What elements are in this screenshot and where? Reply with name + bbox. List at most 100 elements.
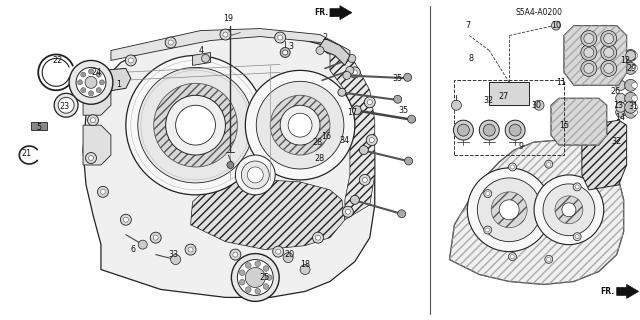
Circle shape <box>632 52 637 59</box>
Circle shape <box>97 186 108 197</box>
Text: 31: 31 <box>628 102 639 111</box>
Circle shape <box>616 102 626 112</box>
Circle shape <box>81 88 86 92</box>
Circle shape <box>404 73 412 81</box>
Circle shape <box>601 31 617 46</box>
Circle shape <box>616 63 626 73</box>
Circle shape <box>220 29 231 40</box>
Text: 10: 10 <box>551 21 561 30</box>
Circle shape <box>632 104 637 110</box>
Circle shape <box>138 68 253 183</box>
Circle shape <box>545 160 553 168</box>
Circle shape <box>312 232 323 243</box>
Circle shape <box>88 91 93 96</box>
Circle shape <box>509 124 521 136</box>
Circle shape <box>153 235 158 240</box>
Circle shape <box>348 54 356 62</box>
Circle shape <box>404 157 413 165</box>
Circle shape <box>99 77 109 88</box>
Circle shape <box>338 88 346 96</box>
Circle shape <box>239 270 245 276</box>
Circle shape <box>303 267 308 272</box>
Circle shape <box>256 81 344 169</box>
Circle shape <box>484 190 492 197</box>
Text: 34: 34 <box>340 136 350 145</box>
Text: 2: 2 <box>323 33 328 42</box>
Circle shape <box>300 265 310 275</box>
Text: 14: 14 <box>614 113 625 122</box>
Circle shape <box>342 206 353 217</box>
Text: 35: 35 <box>399 106 409 115</box>
Text: 4: 4 <box>199 46 204 55</box>
Circle shape <box>275 32 285 43</box>
Text: 26: 26 <box>611 87 621 96</box>
Circle shape <box>555 196 583 224</box>
Circle shape <box>69 60 113 104</box>
Circle shape <box>81 72 86 77</box>
Circle shape <box>349 67 360 78</box>
Circle shape <box>511 255 515 259</box>
Circle shape <box>171 255 180 265</box>
Circle shape <box>227 162 234 168</box>
Circle shape <box>54 93 78 117</box>
Text: 18: 18 <box>300 260 310 269</box>
Circle shape <box>509 163 516 171</box>
Circle shape <box>276 249 281 254</box>
Circle shape <box>185 244 196 255</box>
Circle shape <box>584 63 594 73</box>
Circle shape <box>263 284 269 289</box>
Circle shape <box>124 217 129 222</box>
Polygon shape <box>318 38 350 65</box>
Circle shape <box>86 153 97 164</box>
Circle shape <box>288 113 312 137</box>
Circle shape <box>88 115 99 126</box>
Polygon shape <box>193 52 211 65</box>
Circle shape <box>168 40 173 45</box>
Polygon shape <box>83 125 111 165</box>
Circle shape <box>575 235 579 239</box>
Circle shape <box>165 37 176 48</box>
Text: 22: 22 <box>52 56 62 65</box>
Text: 21: 21 <box>21 148 31 157</box>
Circle shape <box>328 46 332 51</box>
Circle shape <box>285 255 291 260</box>
Circle shape <box>255 288 260 294</box>
Circle shape <box>343 71 351 79</box>
Circle shape <box>366 135 377 146</box>
Circle shape <box>88 156 93 161</box>
Circle shape <box>154 83 237 167</box>
Circle shape <box>616 80 626 90</box>
Circle shape <box>232 253 279 301</box>
Circle shape <box>581 60 596 76</box>
Circle shape <box>175 105 216 145</box>
Circle shape <box>263 266 269 271</box>
Text: 15: 15 <box>559 121 569 130</box>
Text: 24: 24 <box>91 68 101 77</box>
Circle shape <box>278 35 283 40</box>
Circle shape <box>77 80 83 85</box>
Circle shape <box>85 76 97 88</box>
Circle shape <box>545 255 553 263</box>
Circle shape <box>625 101 637 113</box>
Circle shape <box>245 268 265 287</box>
Circle shape <box>458 124 469 136</box>
Circle shape <box>359 174 371 185</box>
Circle shape <box>364 97 375 108</box>
Circle shape <box>477 178 541 242</box>
Circle shape <box>625 92 637 104</box>
Circle shape <box>362 177 367 182</box>
Text: 17: 17 <box>347 108 357 117</box>
Text: 25: 25 <box>259 273 269 282</box>
Circle shape <box>283 50 287 55</box>
Text: FR.: FR. <box>314 8 328 17</box>
Circle shape <box>239 279 245 285</box>
Circle shape <box>353 106 362 115</box>
Circle shape <box>324 43 335 54</box>
Text: 32: 32 <box>612 137 622 146</box>
Circle shape <box>625 106 637 118</box>
Circle shape <box>486 192 490 196</box>
Circle shape <box>141 243 145 247</box>
Circle shape <box>346 67 354 74</box>
Text: 5: 5 <box>36 123 42 132</box>
Polygon shape <box>551 98 607 145</box>
